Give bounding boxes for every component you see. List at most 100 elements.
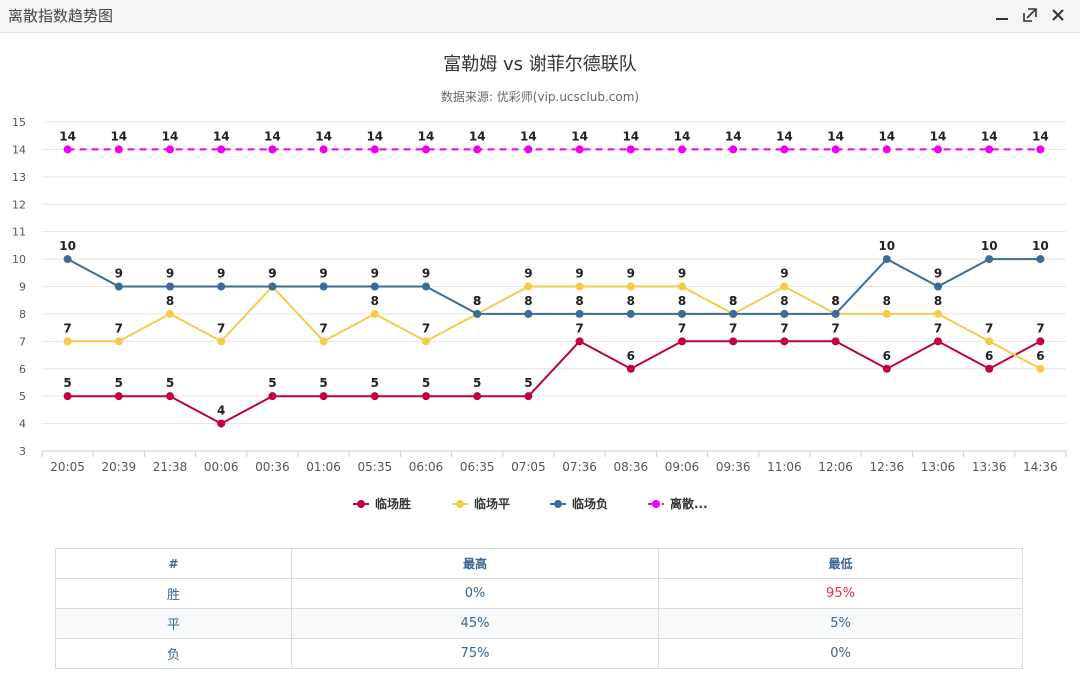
data-label: 14	[674, 129, 691, 143]
data-label: 9	[780, 267, 788, 281]
data-point	[268, 282, 277, 291]
x-tick-label: 11:06	[767, 460, 802, 474]
chart-title: 富勒姆 vs 谢菲尔德联队	[443, 54, 636, 75]
data-label: 10	[878, 239, 895, 253]
data-label: 7	[780, 321, 788, 335]
window-title: 离散指数趋势图	[8, 7, 114, 25]
data-label: 8	[473, 294, 481, 308]
data-point	[729, 337, 738, 346]
data-label: 8	[934, 294, 942, 308]
x-tick-label: 07:36	[562, 460, 597, 474]
minimize-icon	[996, 18, 1008, 20]
data-point	[63, 337, 72, 346]
data-label: 7	[934, 321, 942, 335]
data-point	[626, 309, 635, 318]
data-point	[831, 337, 840, 346]
data-point	[63, 392, 72, 401]
data-label: 14	[827, 129, 844, 143]
data-label: 5	[115, 376, 123, 390]
data-point	[985, 145, 994, 154]
data-point	[934, 145, 942, 154]
x-tick-label: 07:05	[511, 460, 546, 474]
data-point	[268, 392, 277, 401]
y-tick-label: 10	[12, 253, 26, 266]
data-point	[985, 255, 994, 264]
legend-marker	[357, 500, 365, 508]
data-label: 7	[1036, 321, 1044, 335]
legend-label: 临场胜	[375, 496, 411, 511]
data-point	[882, 145, 891, 154]
data-label: 8	[678, 294, 686, 308]
data-label: 8	[729, 294, 737, 308]
row-low: 5%	[658, 608, 1023, 639]
data-point	[422, 392, 430, 401]
table-header-row: # 最高 最低	[55, 548, 1023, 579]
series-line-1	[67, 285, 1041, 370]
data-point	[575, 337, 584, 346]
table-header-hash: #	[55, 548, 292, 579]
x-tick-label: 00:36	[255, 460, 290, 474]
close-button[interactable]	[1047, 4, 1069, 26]
row-low: 95%	[658, 578, 1023, 609]
data-point	[575, 309, 584, 318]
data-point	[166, 309, 174, 318]
data-label: 9	[268, 267, 276, 281]
data-label: 5	[473, 376, 481, 390]
data-label: 7	[63, 321, 71, 335]
data-point	[1036, 337, 1045, 346]
data-label: 8	[575, 294, 583, 308]
series-line-0	[67, 340, 1041, 425]
data-point	[370, 309, 379, 318]
x-tick-label: 14:36	[1023, 460, 1058, 474]
data-label: 5	[63, 376, 71, 390]
data-point	[1036, 255, 1045, 264]
data-label: 6	[883, 349, 891, 363]
data-point	[678, 337, 686, 346]
data-label: 5	[422, 376, 430, 390]
x-tick-label: 00:06	[204, 460, 239, 474]
data-label: 7	[831, 321, 839, 335]
data-label: 10	[59, 239, 76, 253]
table-header-high: 最高	[291, 548, 659, 579]
table-header-low: 最低	[658, 548, 1023, 579]
x-tick-label: 20:05	[50, 460, 85, 474]
minimize-button[interactable]	[991, 4, 1013, 26]
data-label: 8	[780, 294, 788, 308]
data-label: 9	[166, 267, 174, 281]
data-point	[422, 282, 430, 291]
table-row: 负 75% 0%	[55, 638, 1023, 669]
data-label: 9	[371, 267, 379, 281]
data-point	[882, 255, 891, 264]
data-label: 7	[217, 321, 225, 335]
legend-marker	[456, 500, 464, 508]
data-point	[217, 337, 226, 346]
data-point	[831, 145, 840, 154]
data-point	[114, 145, 123, 154]
data-label: 8	[371, 294, 379, 308]
data-point	[473, 392, 482, 401]
maximize-icon	[1023, 8, 1037, 22]
data-point	[166, 392, 174, 401]
maximize-button[interactable]	[1019, 4, 1041, 26]
data-point	[678, 145, 686, 154]
table-row: 平 45% 5%	[55, 608, 1023, 639]
data-label: 9	[319, 267, 327, 281]
data-point	[882, 309, 891, 318]
data-point	[524, 392, 533, 401]
data-point	[370, 145, 379, 154]
data-label: 9	[268, 267, 276, 281]
data-point	[524, 145, 533, 154]
data-label: 9	[934, 267, 942, 281]
x-tick-label: 05:35	[358, 460, 393, 474]
data-point	[319, 392, 328, 401]
data-label: 7	[422, 321, 430, 335]
data-label: 14	[725, 129, 742, 143]
data-point	[626, 282, 635, 291]
y-tick-label: 12	[12, 198, 26, 211]
data-point	[831, 309, 840, 318]
x-tick-label: 12:06	[818, 460, 853, 474]
data-point	[780, 282, 789, 291]
data-label: 14	[622, 129, 639, 143]
data-label: 14	[469, 129, 486, 143]
